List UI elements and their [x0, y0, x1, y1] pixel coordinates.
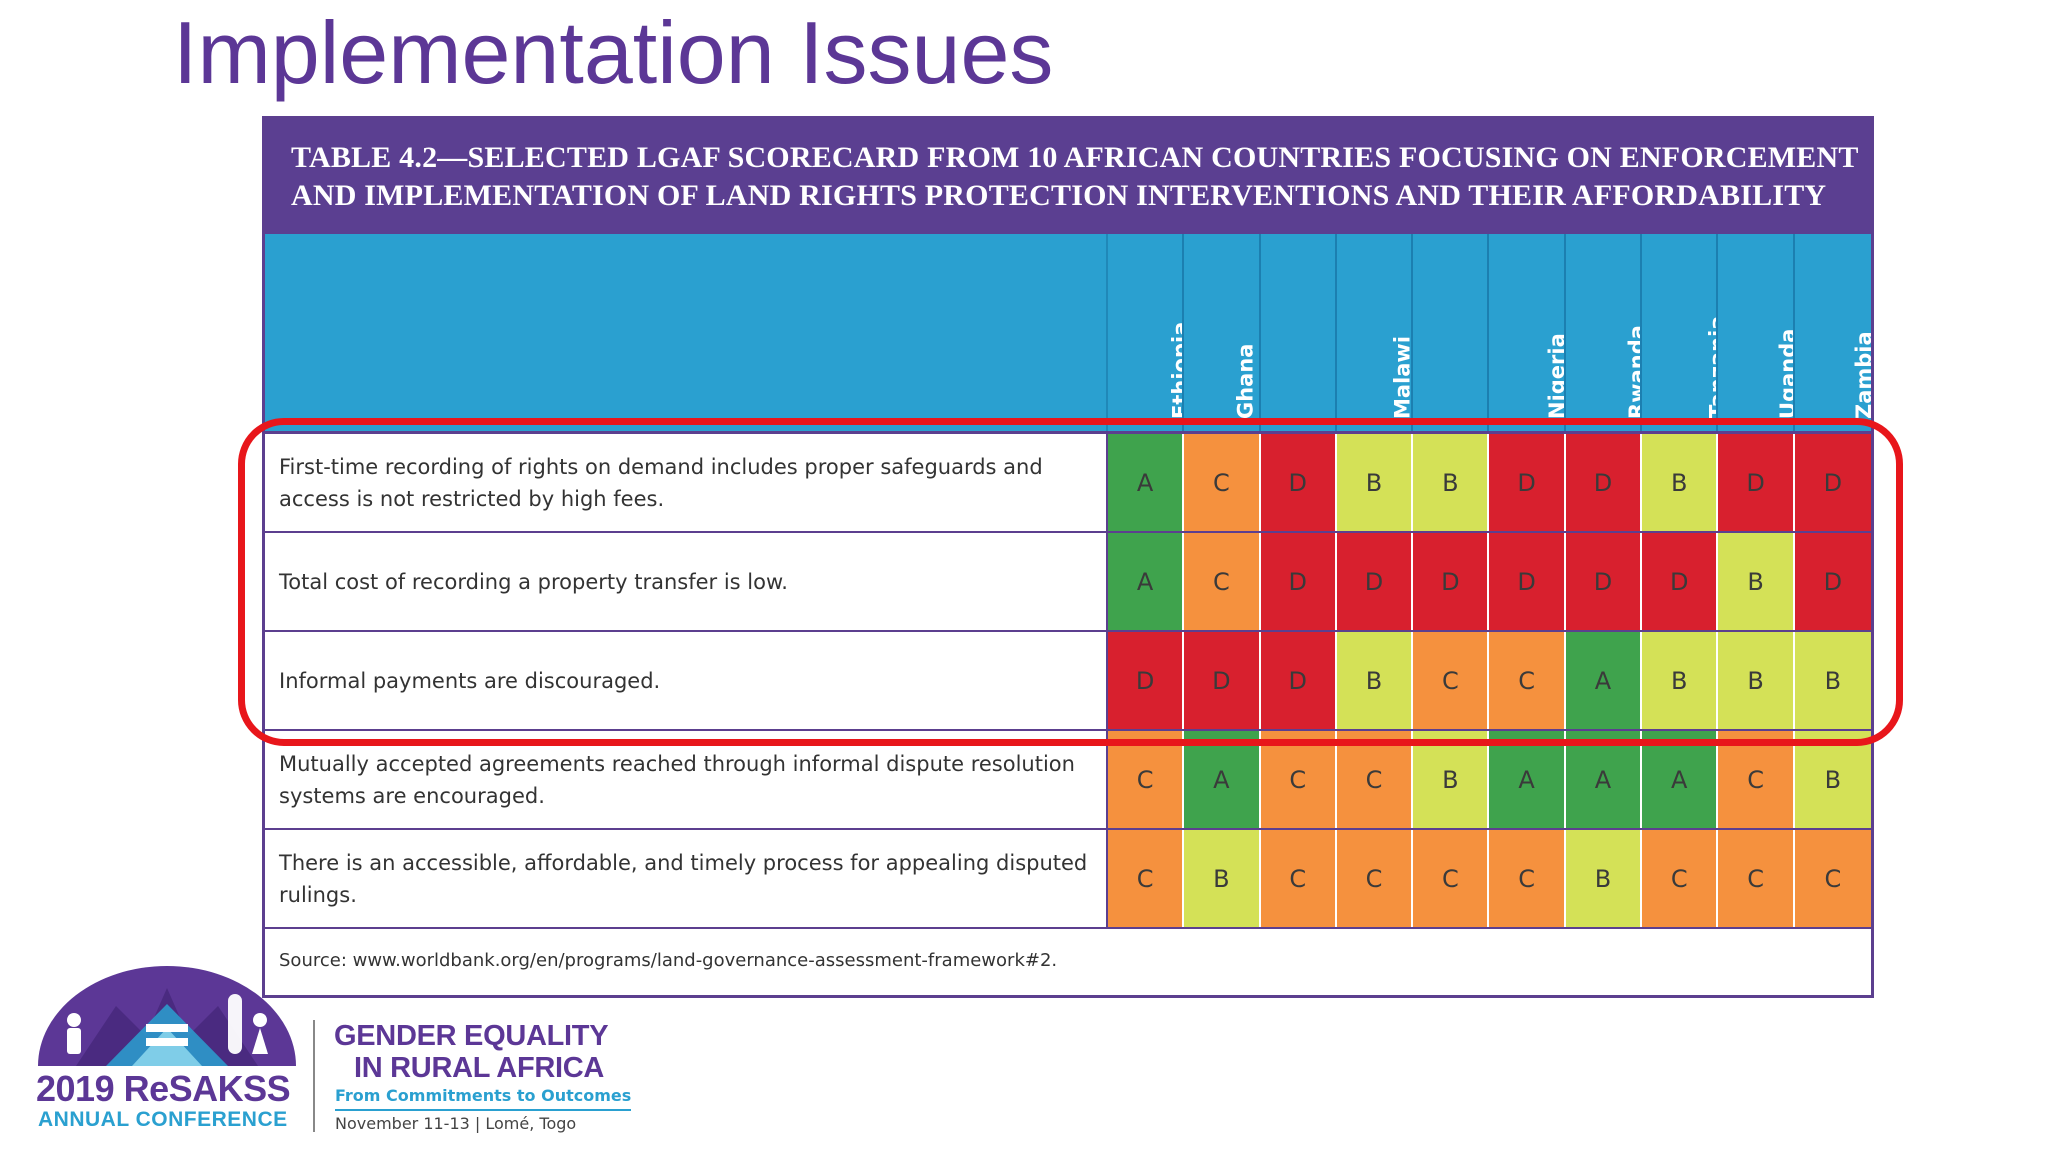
grade-cell: C: [1489, 830, 1566, 927]
grade-cell: D: [1718, 434, 1795, 531]
scorecard-table: TABLE 4.2—SELECTED LGAF SCORECARD FROM 1…: [262, 116, 1874, 998]
table-row: First-time recording of rights on demand…: [265, 434, 1872, 533]
grade-cell: D: [1413, 533, 1490, 630]
country-label: Rwanda: [1624, 325, 1643, 419]
logo-year: 2019 ReSAKSS: [36, 1068, 291, 1109]
country-label: Malawi: [1390, 335, 1414, 419]
grade-cell: D: [1184, 632, 1261, 729]
country-label: Ethiopia: [1168, 321, 1185, 419]
logo-divider: [313, 1020, 315, 1132]
table-row: Mutually accepted agreements reached thr…: [265, 731, 1872, 830]
country-header-madagascar: Madagascar: [1260, 234, 1337, 431]
country-header-malawi: Malawi: [1336, 234, 1414, 431]
grade-cell: B: [1794, 632, 1872, 729]
grade-cell: C: [1718, 731, 1795, 828]
grade-cell: B: [1413, 434, 1490, 531]
table-row: Total cost of recording a property trans…: [265, 533, 1872, 632]
indicator-label: First-time recording of rights on demand…: [265, 434, 1108, 531]
grade-cell: A: [1489, 731, 1566, 828]
indicator-label: Informal payments are discouraged.: [265, 632, 1108, 729]
table-title-bar: TABLE 4.2—SELECTED LGAF SCORECARD FROM 1…: [265, 119, 1871, 234]
grade-cell: C: [1107, 731, 1185, 828]
slide-title: Implementation Issues: [173, 3, 1054, 102]
grade-cell: D: [1489, 533, 1566, 630]
grade-cell: A: [1184, 731, 1261, 828]
grade-cell: C: [1642, 830, 1719, 927]
grade-cell: A: [1565, 731, 1643, 828]
grade-cell: B: [1642, 632, 1719, 729]
grade-cell: B: [1794, 731, 1872, 828]
grade-cell: B: [1336, 434, 1414, 531]
grade-cell: D: [1336, 533, 1414, 630]
header-blank-cell: [265, 234, 1108, 431]
grade-cell: B: [1718, 632, 1795, 729]
country-label: Uganda: [1775, 328, 1795, 419]
grade-cell: C: [1260, 830, 1337, 927]
grade-cell: A: [1107, 533, 1185, 630]
indicator-label: Total cost of recording a property trans…: [265, 533, 1108, 630]
table-title-line2: AND IMPLEMENTATION OF LAND RIGHTS PROTEC…: [291, 179, 1827, 212]
grade-cell: B: [1642, 434, 1719, 531]
grade-cell: C: [1107, 830, 1185, 927]
country-header-zambia: Zambia: [1794, 234, 1871, 431]
resakss-logo-icon: [38, 966, 296, 1066]
grade-cell: A: [1107, 434, 1185, 531]
grade-cell: D: [1794, 434, 1872, 531]
grade-cell: B: [1336, 632, 1414, 729]
grade-cell: D: [1489, 434, 1566, 531]
grade-cell: A: [1642, 731, 1719, 828]
grade-cell: C: [1794, 830, 1872, 927]
country-header-ghana: Ghana: [1184, 234, 1261, 431]
grade-cell: C: [1489, 632, 1566, 729]
country-header-nigeria: Nigeria: [1489, 234, 1566, 431]
grade-cell: D: [1107, 632, 1185, 729]
grade-cell: D: [1794, 533, 1872, 630]
table-source: Source: www.worldbank.org/en/programs/la…: [265, 929, 1871, 992]
country-header-mozambique: Mozambique: [1413, 234, 1490, 431]
country-header-rwanda: Rwanda: [1565, 234, 1643, 431]
grade-cell: D: [1642, 533, 1719, 630]
table-body: First-time recording of rights on demand…: [265, 434, 1872, 929]
country-header-ethiopia: Ethiopia: [1107, 234, 1185, 431]
grade-cell: C: [1184, 533, 1261, 630]
grade-cell: D: [1565, 533, 1643, 630]
grade-cell: C: [1260, 731, 1337, 828]
grade-cell: A: [1565, 632, 1643, 729]
grade-cell: D: [1260, 632, 1337, 729]
grade-cell: B: [1413, 731, 1490, 828]
table-header-row: Ethiopia GhanaMadagascar MalawiMozambique N…: [265, 234, 1871, 434]
country-label: Zambia: [1851, 331, 1871, 419]
logo-dates: November 11-13 | Lomé, Togo: [335, 1114, 577, 1133]
table-row: There is an accessible, affordable, and …: [265, 830, 1872, 929]
grade-cell: B: [1718, 533, 1795, 630]
country-header-tanzania: Tanzania: [1642, 234, 1719, 431]
country-label: Nigeria: [1544, 333, 1566, 419]
indicator-label: There is an accessible, affordable, and …: [265, 830, 1108, 927]
logo-gender-equality: GENDER EQUALITY: [334, 1020, 609, 1052]
grade-cell: D: [1565, 434, 1643, 531]
grade-cell: C: [1413, 830, 1490, 927]
grade-cell: C: [1718, 830, 1795, 927]
country-label: Tanzania: [1705, 315, 1719, 419]
source-text: Source: www.worldbank.org/en/programs/la…: [279, 950, 1058, 971]
grade-cell: B: [1565, 830, 1643, 927]
logo-annual: ANNUAL CONFERENCE: [38, 1108, 288, 1131]
table-row: Informal payments are discouraged. D D D B C C…: [265, 632, 1872, 731]
country-label: Ghana: [1234, 343, 1259, 419]
grade-cell: B: [1184, 830, 1261, 927]
logo-rural-africa: IN RURAL AFRICA: [354, 1052, 605, 1084]
country-header-uganda: Uganda: [1718, 234, 1795, 431]
grade-cell: C: [1413, 632, 1490, 729]
grade-cell: D: [1260, 533, 1337, 630]
grade-cell: C: [1336, 830, 1414, 927]
grade-cell: C: [1336, 731, 1414, 828]
grade-cell: D: [1260, 434, 1337, 531]
conference-logo: 2019 ReSAKSS ANNUAL CONFERENCE GENDER EQ…: [36, 966, 632, 1136]
grade-cell: C: [1184, 434, 1261, 531]
table-title-line1: TABLE 4.2—SELECTED LGAF SCORECARD FROM 1…: [291, 141, 1859, 174]
indicator-label: Mutually accepted agreements reached thr…: [265, 731, 1108, 828]
logo-tagline: From Commitments to Outcomes: [335, 1086, 632, 1111]
